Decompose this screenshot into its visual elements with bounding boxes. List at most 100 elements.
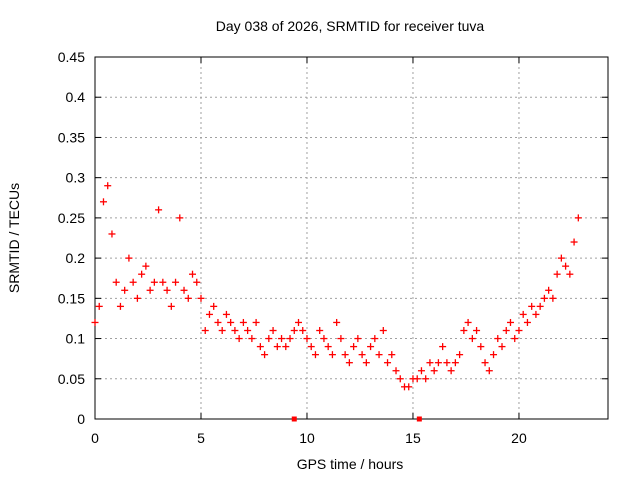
axis-marker <box>291 416 297 422</box>
grid <box>95 57 608 419</box>
data-point <box>523 318 531 326</box>
data-point <box>210 302 218 310</box>
data-point <box>176 214 184 222</box>
data-point <box>439 343 447 351</box>
data-point <box>379 327 387 335</box>
data-point <box>150 278 158 286</box>
data-point <box>451 359 459 367</box>
data-point <box>163 286 171 294</box>
data-point <box>371 335 379 343</box>
data-point <box>502 327 510 335</box>
data-point <box>456 351 464 359</box>
data-point <box>104 182 112 190</box>
data-point <box>388 351 396 359</box>
data-point <box>485 367 493 375</box>
y-tick-label: 0.3 <box>66 170 86 186</box>
data-point <box>481 359 489 367</box>
data-point <box>244 327 252 335</box>
data-point <box>468 335 476 343</box>
plot-frame <box>94 56 609 420</box>
data-point <box>384 359 392 367</box>
data-point <box>290 327 298 335</box>
data-point <box>519 310 527 318</box>
data-point <box>447 367 455 375</box>
data-point <box>252 318 260 326</box>
data-point <box>222 310 230 318</box>
axis-ticks <box>94 56 608 420</box>
data-point <box>112 278 120 286</box>
data-point <box>328 351 336 359</box>
data-point <box>197 294 205 302</box>
data-point <box>358 351 366 359</box>
data-point <box>557 254 565 262</box>
data-point <box>464 318 472 326</box>
data-point <box>265 335 273 343</box>
data-point <box>146 286 154 294</box>
data-point <box>286 335 294 343</box>
data-point <box>189 270 197 278</box>
data-point <box>434 359 442 367</box>
y-tick-label: 0.25 <box>58 210 85 226</box>
data-point <box>295 318 303 326</box>
data-point <box>545 286 553 294</box>
data-point <box>405 383 413 391</box>
data-point <box>218 327 226 335</box>
data-point <box>375 351 383 359</box>
data-point <box>167 302 175 310</box>
data-point <box>116 302 124 310</box>
data-point <box>413 375 421 383</box>
data-point <box>477 343 485 351</box>
data-point <box>422 375 430 383</box>
data-point <box>333 318 341 326</box>
data-point <box>350 343 358 351</box>
data-point <box>129 278 137 286</box>
data-point <box>184 294 192 302</box>
data-point <box>430 367 438 375</box>
data-point <box>172 278 180 286</box>
x-tick-label: 10 <box>299 430 315 446</box>
x-tick-label: 0 <box>91 430 99 446</box>
data-point <box>570 238 578 246</box>
data-point <box>316 327 324 335</box>
data-point <box>426 359 434 367</box>
data-point <box>553 270 561 278</box>
data-point <box>417 367 425 375</box>
data-point <box>494 335 502 343</box>
data-point <box>193 278 201 286</box>
data-point <box>159 278 167 286</box>
data-point <box>278 335 286 343</box>
data-point <box>269 327 277 335</box>
data-point <box>307 343 315 351</box>
y-tick-label: 0.45 <box>58 49 85 65</box>
y-tick-label: 0.05 <box>58 371 85 387</box>
data-point <box>490 351 498 359</box>
y-tick-label: 0.35 <box>58 129 85 145</box>
data-point <box>273 343 281 351</box>
data-point <box>180 286 188 294</box>
data-point <box>227 318 235 326</box>
data-point <box>324 343 332 351</box>
axis-marker <box>416 416 422 422</box>
data-point <box>392 367 400 375</box>
y-tick-label: 0 <box>77 411 85 427</box>
data-point <box>562 262 570 270</box>
y-tick-label: 0.1 <box>66 331 86 347</box>
data-point <box>536 302 544 310</box>
data-point <box>511 335 519 343</box>
data-point <box>91 318 99 326</box>
y-tick-label: 0.15 <box>58 290 85 306</box>
data-point <box>515 327 523 335</box>
chart-title: Day 038 of 2026, SRMTID for receiver tuv… <box>215 18 485 34</box>
data-point <box>460 327 468 335</box>
data-point <box>231 327 239 335</box>
data-point <box>108 230 116 238</box>
data-point <box>235 335 243 343</box>
axis-markers <box>291 416 422 422</box>
data-point <box>205 310 213 318</box>
data-point <box>367 343 375 351</box>
data-point <box>443 359 451 367</box>
data-point <box>341 351 349 359</box>
data-point <box>473 327 481 335</box>
data-point <box>549 294 557 302</box>
data-point <box>396 375 404 383</box>
